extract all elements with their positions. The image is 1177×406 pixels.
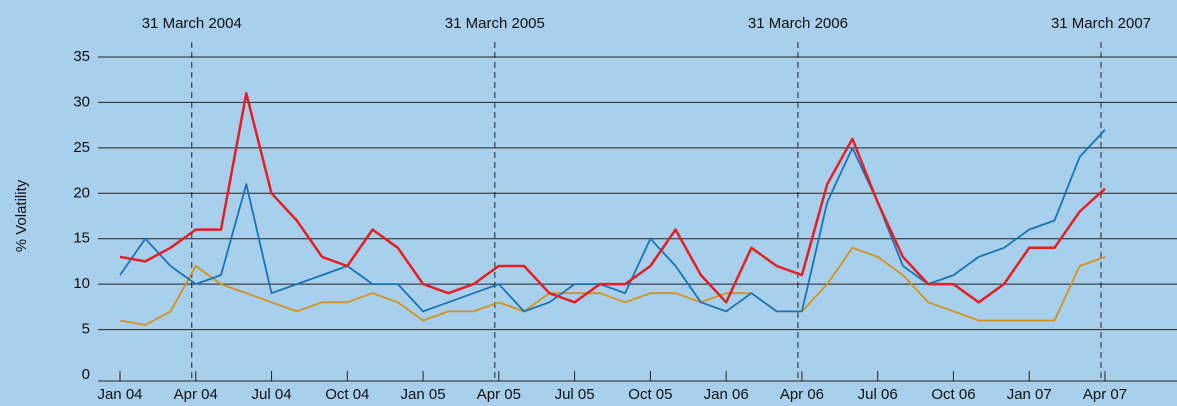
y-tick-label: 20 xyxy=(73,184,90,201)
x-tick-label: Oct 06 xyxy=(931,386,975,403)
x-tick-label: Apr 05 xyxy=(477,386,521,403)
x-tick-label: Apr 06 xyxy=(780,386,824,403)
y-tick-label: 15 xyxy=(73,230,90,247)
x-tick-label: Jul 04 xyxy=(252,386,292,403)
x-tick-label: Jan 05 xyxy=(401,386,446,403)
x-tick-label: Jan 07 xyxy=(1007,386,1052,403)
x-tick-label: Oct 04 xyxy=(325,386,369,403)
annotation-label: 31 March 2007 xyxy=(1051,15,1151,32)
x-tick-label: Jan 06 xyxy=(704,386,749,403)
y-axis-label: % Volatility xyxy=(13,179,30,252)
series-line xyxy=(119,129,1106,313)
y-tick-label: 25 xyxy=(73,139,90,156)
y-tick-label: 5 xyxy=(82,321,90,338)
x-tick-label: Jan 04 xyxy=(97,386,142,403)
series-line xyxy=(119,92,1106,304)
series-line xyxy=(119,246,1106,326)
y-tick-label: 10 xyxy=(73,275,90,292)
x-tick-label: Apr 04 xyxy=(174,386,218,403)
x-tick-label: Apr 07 xyxy=(1083,386,1127,403)
annotation-label: 31 March 2004 xyxy=(142,15,242,32)
y-tick-label: 30 xyxy=(73,93,90,110)
annotation-label: 31 March 2005 xyxy=(445,15,545,32)
x-tick-label: Jul 06 xyxy=(858,386,898,403)
x-tick-label: Oct 05 xyxy=(628,386,672,403)
y-tick-label: 35 xyxy=(73,48,90,65)
x-tick-label: Jul 05 xyxy=(555,386,595,403)
annotation-label: 31 March 2006 xyxy=(748,15,848,32)
y-tick-label: 0 xyxy=(82,366,90,383)
